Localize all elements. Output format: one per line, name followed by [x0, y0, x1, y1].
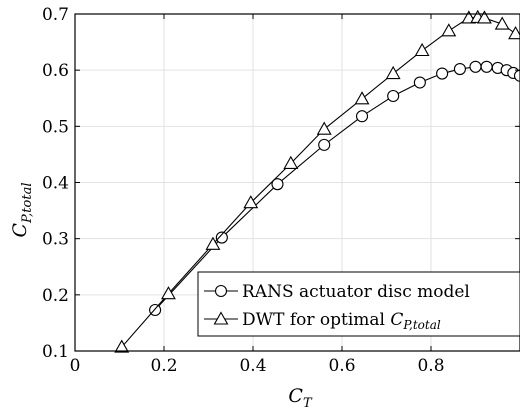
data-point-dwt — [508, 26, 520, 40]
data-point-rans — [215, 231, 228, 244]
ticks: 0 0.2 0.4 0.6 0.8 0.1 0.2 0.3 0.4 0.5 0.6 0.7 — [42, 5, 520, 376]
data-point-rans — [436, 67, 449, 80]
data-point-rans — [355, 110, 369, 123]
data-point-dwt — [283, 155, 299, 169]
data-point-dwt — [441, 23, 457, 37]
data-point-dwt — [161, 286, 176, 300]
x-tick-label: 0.6 — [328, 356, 355, 376]
x-tick-label: 0.4 — [239, 356, 266, 376]
x-tick-label: 0 — [70, 356, 81, 376]
y-axis-label: CP,total — [9, 183, 35, 238]
y-tick-label: 0.3 — [42, 230, 69, 250]
data-point-dwt — [414, 42, 430, 57]
data-point-dwt — [385, 65, 401, 80]
y-tick-label: 0.5 — [42, 117, 69, 137]
data-point-dwt — [114, 339, 130, 353]
legend-box — [197, 271, 520, 337]
legend: RANS actuator disc model DWT for optimal… — [197, 271, 520, 337]
x-axis-label: CT — [288, 385, 313, 411]
y-tick-label: 0.4 — [42, 174, 69, 194]
y-tick-label: 0.1 — [42, 342, 69, 362]
x-tick-label: 0.8 — [417, 356, 444, 376]
data-point-dwt — [476, 10, 492, 24]
legend-label-rans: RANS actuator disc model — [242, 282, 470, 302]
legend-marker-triangle — [213, 311, 229, 325]
data-point-dwt — [494, 16, 510, 30]
data-point-rans — [271, 178, 284, 191]
data-point-rans — [513, 69, 520, 82]
data-point-rans — [453, 62, 466, 76]
data-point-rans — [387, 89, 400, 103]
legend-marker-circle — [214, 284, 228, 298]
data-point-dwt — [316, 121, 332, 135]
data-point-rans — [480, 60, 493, 73]
data-point-rans — [469, 60, 482, 73]
series-group — [114, 9, 520, 353]
data-point-dwt — [205, 236, 221, 250]
data-point-rans — [413, 76, 426, 89]
x-tick-label: 0.2 — [150, 356, 177, 376]
y-tick-label: 0.7 — [42, 5, 69, 25]
y-tick-label: 0.6 — [42, 61, 69, 81]
legend-label-dwt: DWT for optimal CP,total — [242, 310, 441, 332]
data-point-dwt — [354, 91, 370, 105]
data-point-rans — [318, 138, 331, 151]
y-tick-label: 0.2 — [42, 286, 69, 306]
data-point-dwt — [243, 195, 259, 209]
